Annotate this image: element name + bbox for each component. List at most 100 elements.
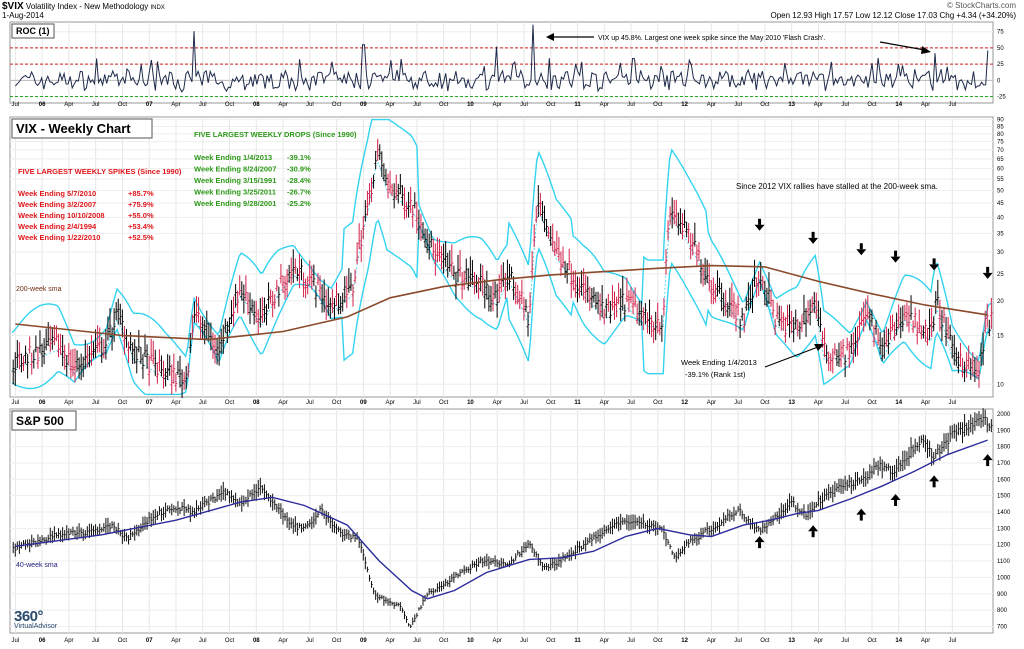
- vix-drop-annotation-line1: Week Ending 1/4/2013: [681, 358, 757, 367]
- x-tick-label-roc: Oct: [439, 102, 449, 108]
- x-tick-label-vix: Jul: [627, 400, 635, 406]
- spikes-table-week: Week Ending 10/10/2008: [18, 211, 105, 220]
- vix-stall-annotation: Since 2012 VIX rallies have stalled at t…: [736, 182, 938, 191]
- x-tick-label-roc: Oct: [332, 102, 342, 108]
- spikes-table-value: +75.9%: [128, 200, 154, 209]
- x-tick-label-spx: 13: [788, 638, 795, 644]
- x-tick-label-spx: Jul: [413, 638, 421, 644]
- roc-y-tick-label: 75: [997, 30, 1004, 36]
- drops-table-week: Week Ending 1/4/2013: [194, 153, 272, 162]
- vix-y-tick-label: 65: [997, 157, 1004, 163]
- x-tick-label-roc: Apr: [600, 102, 609, 108]
- vix-price-bars: [11, 138, 993, 399]
- spikes-table-week: Week Ending 5/7/2010: [18, 189, 96, 198]
- x-tick-label-spx: Jul: [92, 638, 100, 644]
- x-tick-label-spx: Apr: [278, 638, 287, 644]
- spx-y-tick-label: 900: [997, 592, 1008, 598]
- x-tick-label-roc: 11: [574, 102, 581, 108]
- drops-table-value: -25.2%: [287, 199, 311, 208]
- vix-200-week-sma-line: [15, 264, 988, 341]
- vix-y-tick-label: 10: [997, 382, 1004, 388]
- vix-y-tick-label: 70: [997, 148, 1004, 154]
- vix-title: VIX - Weekly Chart: [16, 121, 131, 136]
- x-tick-label-vix: 13: [788, 400, 795, 406]
- vix-y-tick-label: 45: [997, 201, 1004, 207]
- x-tick-label-spx: Oct: [439, 638, 449, 644]
- x-tick-label-roc: Oct: [760, 102, 770, 108]
- spx-support-arrow: [808, 525, 819, 532]
- x-tick-label-vix: Apr: [493, 400, 502, 406]
- x-tick-label-vix: Apr: [707, 400, 716, 406]
- x-tick-label-vix: Oct: [546, 400, 556, 406]
- vix-y-tick-label: 80: [997, 132, 1004, 138]
- roc-annotation-arrowhead-left: [546, 33, 554, 41]
- vix-resistance-arrow-stem: [986, 266, 990, 273]
- x-tick-label-spx: Oct: [867, 638, 877, 644]
- spikes-table-week: Week Ending 2/4/1994: [18, 222, 97, 231]
- vix-title-box: [11, 118, 153, 139]
- x-tick-label-spx: Apr: [64, 638, 73, 644]
- vix-y-tick-label: 55: [997, 177, 1004, 183]
- x-tick-label-spx: Apr: [921, 638, 930, 644]
- spx-title-box: [11, 410, 77, 431]
- vix-lower-band: [11, 219, 992, 396]
- x-tick-label-roc: Apr: [493, 102, 502, 108]
- x-tick-label-spx: Jul: [841, 638, 849, 644]
- vix-resistance-arrow: [890, 256, 901, 263]
- x-tick-label-spx: Apr: [493, 638, 502, 644]
- x-tick-label-roc: Apr: [921, 102, 930, 108]
- x-tick-label-roc: 13: [788, 102, 795, 108]
- x-tick-label-roc: Apr: [64, 102, 73, 108]
- vix-drop-arrowhead: [814, 344, 824, 351]
- spikes-table-value: +53.4%: [128, 222, 154, 231]
- spx-y-tick-label: 1200: [997, 543, 1011, 549]
- spx-title: S&P 500: [16, 414, 64, 428]
- roc-panel: [9, 21, 994, 104]
- drops-table-value: -30.9%: [287, 165, 311, 174]
- x-tick-label-roc: Jul: [948, 102, 956, 108]
- spx-sma-label: 40-week sma: [16, 562, 58, 569]
- x-tick-label-vix: Oct: [867, 400, 877, 406]
- vix-drop-arrow: [764, 346, 819, 368]
- x-tick-label-spx: Apr: [385, 638, 394, 644]
- vix-resistance-arrow: [929, 264, 940, 271]
- x-tick-label-roc: Jul: [520, 102, 528, 108]
- x-tick-label-vix: Jul: [520, 400, 528, 406]
- x-tick-label-vix: Jul: [413, 400, 421, 406]
- x-tick-label-vix: 11: [574, 400, 581, 406]
- spx-support-arrow-stem: [859, 514, 863, 521]
- vix-y-tick-label: 35: [997, 231, 1004, 237]
- x-tick-label-roc: Apr: [171, 102, 180, 108]
- x-tick-label-vix: Oct: [225, 400, 235, 406]
- x-tick-label-spx: Apr: [600, 638, 609, 644]
- description: Volatility Index - New Methodology: [25, 2, 149, 11]
- spx-y-tick-label: 2000: [997, 412, 1011, 418]
- spx-y-tick-label: 700: [997, 624, 1008, 630]
- spx-support-arrow-stem: [932, 481, 936, 488]
- x-tick-label-vix: Jul: [12, 400, 20, 406]
- x-tick-label-vix: Apr: [600, 400, 609, 406]
- vix-y-tick-label: 40: [997, 215, 1004, 221]
- drops-table-value: -39.1%: [287, 153, 311, 162]
- roc-y-tick-label: 0: [997, 78, 1001, 84]
- x-tick-label-roc: 14: [895, 102, 902, 108]
- header-brand: © StockCharts.com: [946, 1, 1016, 10]
- vix-y-tick-label: 20: [997, 299, 1004, 305]
- spikes-table-value: +52.5%: [128, 233, 154, 242]
- x-tick-label-spx: 06: [39, 638, 46, 644]
- spikes-table-week: Week Ending 1/22/2010: [18, 233, 100, 242]
- spx-y-tick-label: 800: [997, 608, 1008, 614]
- virtualadvisor-logo: 360° VirtualAdvisor: [14, 608, 57, 630]
- roc-annotation: VIX up 45.8%. Largest one week spike sin…: [598, 35, 825, 42]
- x-tick-label-vix: 12: [681, 400, 688, 406]
- spx-price-bars: [12, 408, 993, 628]
- x-tick-label-roc: 10: [467, 102, 474, 108]
- x-tick-label-spx: Oct: [118, 638, 128, 644]
- drops-table-value: -26.7%: [287, 188, 311, 197]
- x-tick-label-vix: Apr: [814, 400, 823, 406]
- x-tick-label-roc: Oct: [653, 102, 663, 108]
- x-tick-label-vix: Jul: [306, 400, 314, 406]
- x-tick-label-roc: Apr: [707, 102, 716, 108]
- spikes-table-title: FIVE LARGEST WEEKLY SPIKES (Since 1990): [18, 167, 182, 176]
